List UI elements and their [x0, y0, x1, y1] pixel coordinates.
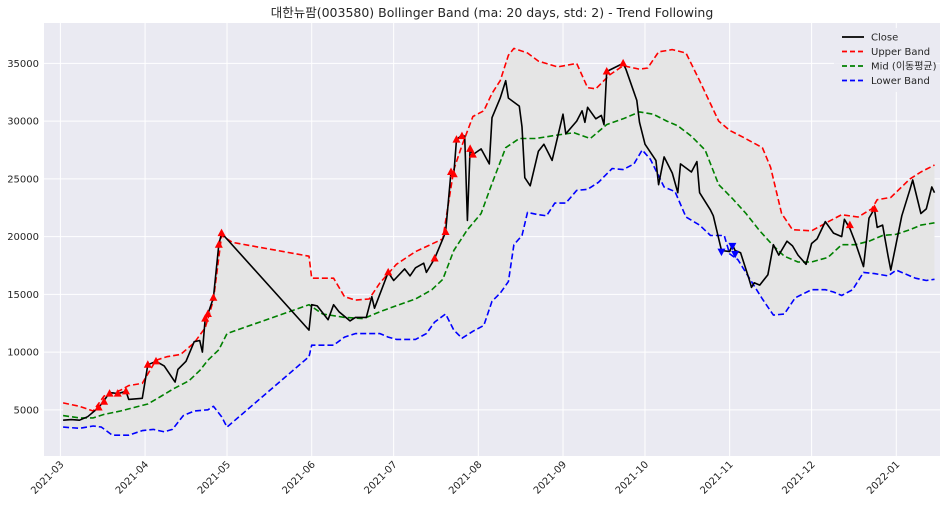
- buy-signal-marker: [452, 135, 461, 143]
- y-tick-label: 30000: [7, 117, 39, 128]
- y-tick-label: 5000: [14, 405, 39, 416]
- buy-signal-marker: [203, 309, 212, 317]
- buy-signal-marker: [870, 204, 879, 212]
- legend-label-close: Close: [871, 33, 898, 44]
- x-tick-label: 2021-06: [280, 459, 317, 496]
- y-tick-label: 20000: [7, 232, 39, 243]
- buy-signal-marker: [209, 293, 218, 301]
- buy-signal-marker: [105, 389, 114, 397]
- buy-signal-marker: [143, 360, 152, 368]
- buy-signal-marker: [430, 254, 439, 262]
- buy-signal-marker: [100, 397, 109, 405]
- y-tick-label: 15000: [7, 290, 39, 301]
- x-tick-label: 2021-12: [780, 459, 817, 496]
- buy-signal-marker: [449, 169, 458, 178]
- x-tick-label: 2021-07: [362, 459, 399, 496]
- legend-label-lower: Lower Band: [871, 76, 930, 87]
- buy-signal-marker: [113, 389, 122, 397]
- buy-signal-marker: [468, 150, 477, 158]
- y-tick-label: 25000: [7, 174, 39, 185]
- buy-signal-marker: [845, 220, 854, 229]
- band-fill-area: [63, 48, 935, 436]
- buy-signal-marker: [201, 314, 210, 322]
- legend: Close Upper Band Mid (이동평균) Lower Band: [834, 28, 937, 92]
- buy-signal-marker: [152, 356, 160, 365]
- series-line-lower: [63, 149, 935, 437]
- sell-signal-marker: [717, 248, 726, 257]
- x-tick-label: 2022-01: [865, 459, 902, 496]
- buy-signal-marker: [602, 66, 611, 75]
- y-axis-ticks: 5000 10000 15000 20000 25000 30000 35000: [7, 59, 39, 416]
- buy-signal-marker: [619, 58, 628, 67]
- buy-signal-marker: [121, 386, 130, 395]
- buy-signal-marker: [217, 228, 226, 237]
- buy-signal-marker: [441, 227, 450, 235]
- x-tick-label: 2021-08: [447, 459, 484, 496]
- signal-markers: [94, 58, 879, 411]
- buy-signal-marker: [457, 131, 466, 140]
- chart-title: 대한뉴팜(003580) Bollinger Band (ma: 20 days…: [271, 5, 714, 20]
- x-axis-ticks: 2021-03 2021-04 2021-05 2021-06 2021-07 2021-…: [29, 459, 902, 496]
- legend-label-upper: Upper Band: [871, 47, 930, 58]
- series-line-close: [63, 62, 936, 422]
- x-tick-label: 2021-11: [698, 459, 735, 496]
- x-tick-label: 2021-09: [532, 459, 569, 496]
- y-tick-label: 10000: [7, 348, 39, 359]
- legend-label-mid: Mid (이동평균): [871, 61, 937, 73]
- buy-signal-marker: [214, 240, 223, 248]
- y-tick-label: 35000: [7, 59, 39, 70]
- x-tick-label: 2021-05: [196, 459, 233, 496]
- x-tick-label: 2021-10: [614, 459, 651, 496]
- x-tick-label: 2021-04: [114, 459, 151, 496]
- sell-signal-marker: [731, 250, 740, 259]
- series-line-upper: [62, 47, 935, 412]
- sell-signal-marker: [728, 242, 737, 251]
- x-tick-label: 2021-03: [29, 459, 66, 496]
- buy-signal-marker: [466, 144, 475, 152]
- buy-signal-marker: [94, 403, 103, 411]
- buy-signal-marker: [384, 267, 393, 276]
- legend-box: [834, 28, 936, 92]
- series-layer: [62, 47, 936, 437]
